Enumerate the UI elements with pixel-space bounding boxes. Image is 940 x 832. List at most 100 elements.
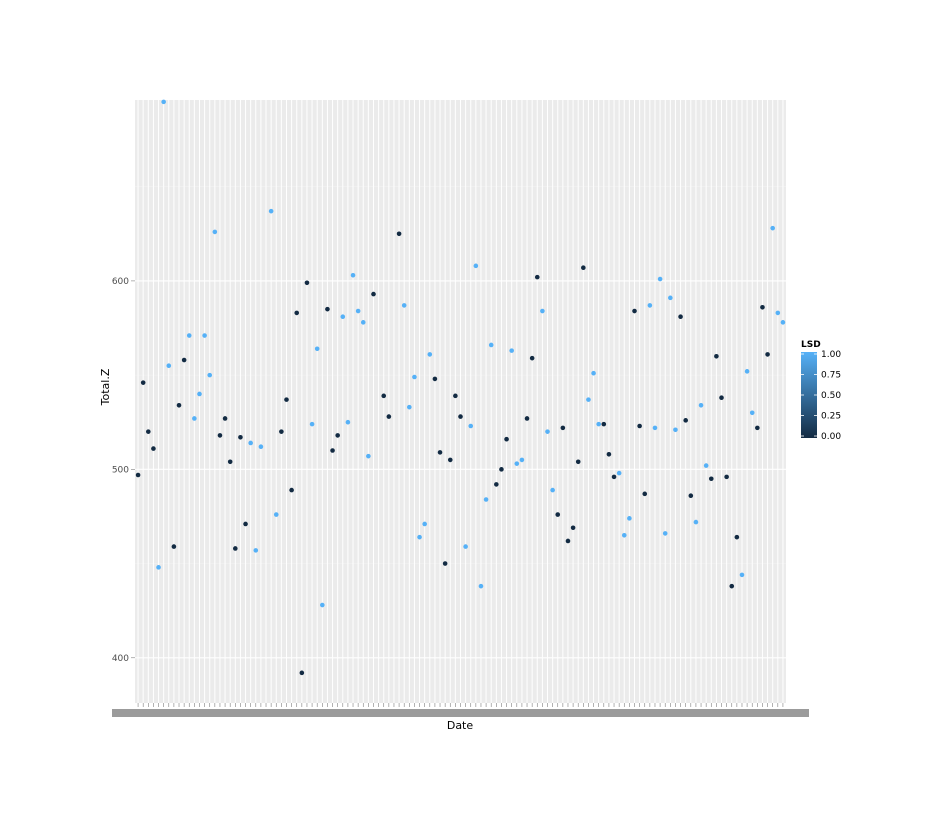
data-point (760, 304, 765, 310)
data-point (202, 333, 207, 338)
data-point (770, 225, 775, 231)
data-point (176, 402, 182, 408)
data-point (652, 425, 658, 431)
data-point (719, 395, 724, 401)
data-point (171, 544, 177, 549)
gridlines (135, 100, 786, 703)
data-point (320, 602, 325, 608)
data-point (596, 421, 601, 427)
data-point (437, 450, 443, 455)
legend-label: 0.75 (821, 371, 841, 381)
data-point (453, 393, 458, 399)
data-point (289, 487, 294, 493)
data-point (514, 461, 520, 466)
data-point (570, 525, 576, 531)
data-point (360, 320, 366, 325)
data-point (483, 497, 489, 502)
legend-label: 0.25 (821, 412, 841, 422)
data-point (688, 493, 694, 499)
data-point (586, 397, 591, 402)
data-point (350, 272, 356, 278)
data-point (499, 467, 504, 472)
data-point (186, 333, 192, 338)
data-point (458, 414, 463, 419)
data-point (621, 532, 627, 538)
data-point (662, 531, 668, 536)
data-point (386, 414, 392, 419)
x-tick-labels-overlapping (112, 709, 809, 717)
data-point (708, 476, 714, 482)
data-point (253, 548, 259, 553)
data-point (161, 99, 166, 105)
data-point (647, 303, 653, 308)
data-point (755, 425, 760, 431)
data-point (668, 295, 673, 301)
data-point (545, 429, 550, 434)
legend: LSD 1.00 0.75 0.50 0.25 0.00 (801, 340, 841, 442)
data-point (233, 546, 238, 551)
data-point (606, 451, 612, 457)
data-point (657, 276, 663, 282)
data-point (739, 572, 745, 578)
data-point (314, 346, 320, 352)
data-point (345, 419, 351, 425)
data-point (509, 348, 514, 353)
data-point (279, 429, 284, 434)
data-point (135, 472, 141, 478)
data-point (673, 427, 678, 433)
data-point (355, 308, 361, 314)
data-point (494, 482, 499, 487)
data-point (744, 369, 750, 374)
data-point (447, 457, 453, 463)
data-point (243, 521, 248, 527)
data-point (775, 310, 781, 316)
data-point (146, 429, 151, 434)
data-point (217, 433, 223, 438)
data-point (463, 544, 468, 549)
data-point (371, 291, 376, 297)
data-point (427, 352, 433, 357)
y-tick-label: 400 (112, 654, 129, 664)
data-point (335, 433, 340, 438)
legend-label: 0.00 (821, 432, 841, 442)
legend-label: 0.50 (821, 391, 841, 401)
data-point (197, 391, 202, 397)
data-point (468, 423, 474, 429)
data-point (401, 303, 407, 308)
data-point (534, 274, 540, 280)
data-point (550, 487, 555, 493)
data-point (560, 425, 566, 431)
y-tick-label: 600 (112, 277, 129, 287)
data-point (529, 355, 535, 361)
y-tick-label: 500 (112, 465, 129, 475)
data-point (273, 512, 279, 517)
data-point (299, 670, 305, 676)
data-point (422, 521, 427, 527)
data-point (381, 393, 387, 399)
data-point (325, 306, 330, 312)
data-point (524, 416, 530, 421)
data-point (555, 512, 561, 517)
data-point (238, 435, 243, 440)
data-point (340, 314, 346, 320)
legend-title: LSD (801, 340, 821, 350)
data-point (151, 446, 156, 451)
data-point (140, 380, 146, 385)
data-point (396, 231, 402, 237)
data-point (703, 463, 709, 468)
data-point (227, 459, 233, 465)
data-point (407, 404, 412, 410)
data-point (366, 453, 371, 459)
data-point (678, 314, 683, 320)
data-point (442, 561, 448, 566)
data-point (268, 208, 274, 214)
data-point (683, 418, 688, 423)
data-point (294, 310, 300, 316)
data-point (729, 583, 735, 589)
data-point (181, 357, 187, 363)
data-point (780, 320, 786, 325)
data-point (714, 353, 719, 359)
data-point (248, 440, 253, 446)
y-axis: 400 500 600 (112, 277, 135, 664)
